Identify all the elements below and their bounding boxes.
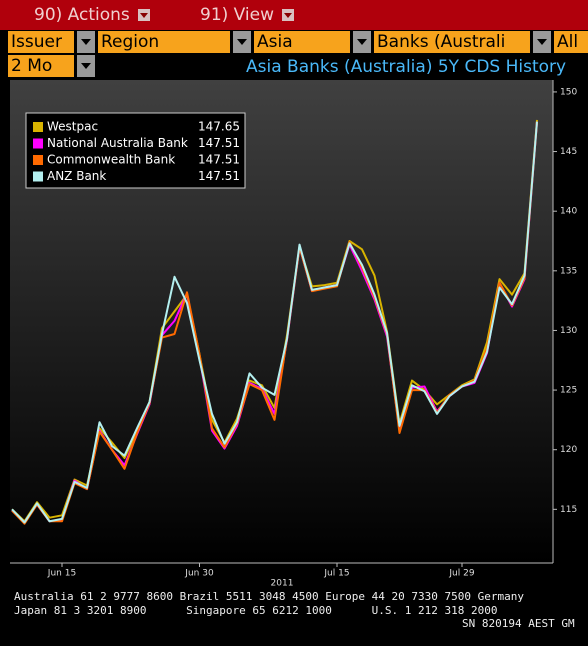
region-field[interactable]: Asia	[254, 31, 350, 53]
dropdown-button[interactable]	[77, 31, 95, 53]
dropdown-button[interactable]	[233, 31, 251, 53]
legend-label: National Australia Bank	[47, 136, 188, 150]
y-tick-label: 115	[560, 505, 577, 515]
legend-box	[25, 112, 246, 189]
chart-title: Asia Banks (Australia) 5Y CDS History	[246, 57, 567, 77]
x-tick-label: Jul 29	[448, 569, 474, 579]
y-tick-label: 145	[560, 147, 577, 157]
legend-value: 147.51	[198, 169, 240, 183]
legend-value: 147.65	[198, 120, 240, 134]
y-tick-label: 150	[560, 87, 577, 97]
period-field[interactable]: 2 Mo	[8, 55, 74, 77]
y-tick-label: 140	[560, 207, 577, 217]
legend-swatch	[33, 138, 43, 149]
legend-value: 147.51	[198, 136, 240, 150]
series-line	[11, 121, 538, 524]
dropdown-button[interactable]	[353, 31, 371, 53]
group-field[interactable]: Banks (Australi	[374, 31, 530, 53]
y-tick-label: 125	[560, 386, 577, 396]
legend-label: Westpac	[47, 120, 98, 134]
region-label-field[interactable]: Region	[98, 31, 230, 53]
legend-swatch	[33, 122, 43, 132]
legend-label: ANZ Bank	[47, 169, 106, 183]
legend-swatch	[33, 155, 43, 165]
issuer-field[interactable]: Issuer	[8, 31, 74, 53]
actions-label: 90) Actions	[34, 5, 130, 25]
actions-menu[interactable]: 90) Actions	[34, 4, 150, 26]
footer-contacts: Japan 81 3 3201 8900 Singapore 65 6212 1…	[14, 604, 498, 617]
x-tick-label: Jun 15	[47, 569, 76, 579]
menu-bar: 90) Actions 91) View	[0, 0, 588, 30]
dropdown-button[interactable]	[533, 31, 551, 53]
x-tick-label: Jul 15	[323, 569, 349, 579]
x-axis-year: 2011	[271, 579, 294, 589]
footer-sn: SN 820194 AEST GM	[462, 617, 575, 630]
view-label: 91) View	[200, 5, 275, 25]
legend-value: 147.51	[198, 153, 240, 167]
y-tick-label: 130	[560, 326, 577, 336]
dropdown-button[interactable]	[77, 55, 95, 77]
y-tick-label: 135	[560, 266, 577, 276]
legend-label: Commonwealth Bank	[47, 153, 175, 167]
legend-swatch	[33, 171, 43, 182]
view-menu[interactable]: 91) View	[200, 4, 295, 26]
x-tick-label: Jun 30	[184, 569, 214, 579]
scope-field[interactable]: All	[554, 31, 588, 53]
y-tick-label: 120	[560, 445, 577, 455]
footer-contacts: Australia 61 2 9777 8600 Brazil 5511 304…	[14, 590, 524, 603]
